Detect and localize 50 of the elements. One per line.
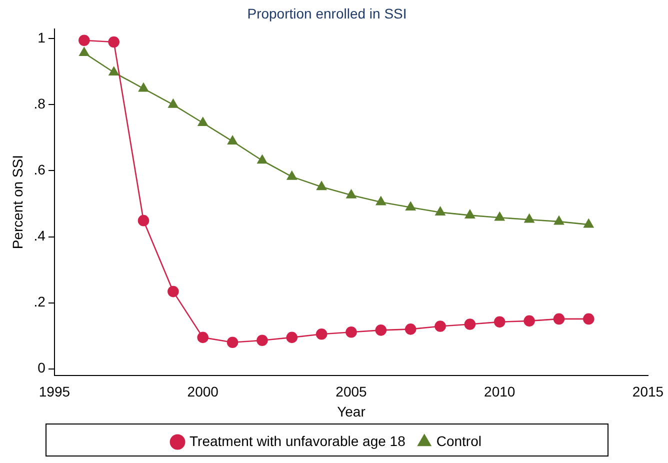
y-tick-label: 0 <box>38 360 46 376</box>
point <box>524 315 535 327</box>
point <box>316 181 327 190</box>
point <box>494 316 506 328</box>
point <box>138 214 150 226</box>
point <box>138 82 148 92</box>
y-axis-title: Percent on SSI <box>9 155 26 250</box>
point <box>494 212 505 221</box>
point <box>464 210 475 218</box>
x-tick-label: 2015 <box>632 384 664 400</box>
point <box>406 202 416 211</box>
y-tick-label: .2 <box>34 294 46 310</box>
x-tick-label: 2005 <box>336 384 368 400</box>
x-tick-label: 2000 <box>187 384 219 400</box>
legend-label: Treatment with unfavorable age 18 <box>190 432 406 449</box>
point <box>434 320 446 332</box>
point <box>228 136 238 145</box>
point <box>583 313 594 325</box>
point <box>257 154 268 164</box>
point <box>404 324 416 335</box>
point <box>346 326 357 338</box>
point <box>375 324 387 336</box>
x-axis-title: Year <box>337 403 366 420</box>
point <box>554 216 564 225</box>
point <box>464 318 476 330</box>
point <box>198 117 208 126</box>
point <box>197 332 209 344</box>
y-tick-label: 1 <box>38 30 46 46</box>
point <box>553 313 565 325</box>
y-tick-label: .8 <box>34 96 46 112</box>
point <box>376 196 386 206</box>
point <box>79 47 90 56</box>
chart-title: Proportion enrolled in SSI <box>247 5 407 22</box>
point <box>108 66 119 76</box>
legend-label: Control <box>436 432 482 449</box>
y-tick-label: .6 <box>34 162 46 178</box>
point <box>256 334 268 346</box>
point <box>286 171 297 180</box>
y-tick-label: .4 <box>34 228 46 244</box>
x-tick-label: 2010 <box>484 384 516 400</box>
point <box>435 206 446 216</box>
x-tick-label: 1995 <box>38 384 70 400</box>
point <box>168 99 178 108</box>
point <box>524 214 534 223</box>
point <box>346 190 356 198</box>
point <box>316 328 328 340</box>
point <box>286 332 298 344</box>
point <box>226 336 238 348</box>
point <box>584 218 594 228</box>
point <box>168 286 179 298</box>
